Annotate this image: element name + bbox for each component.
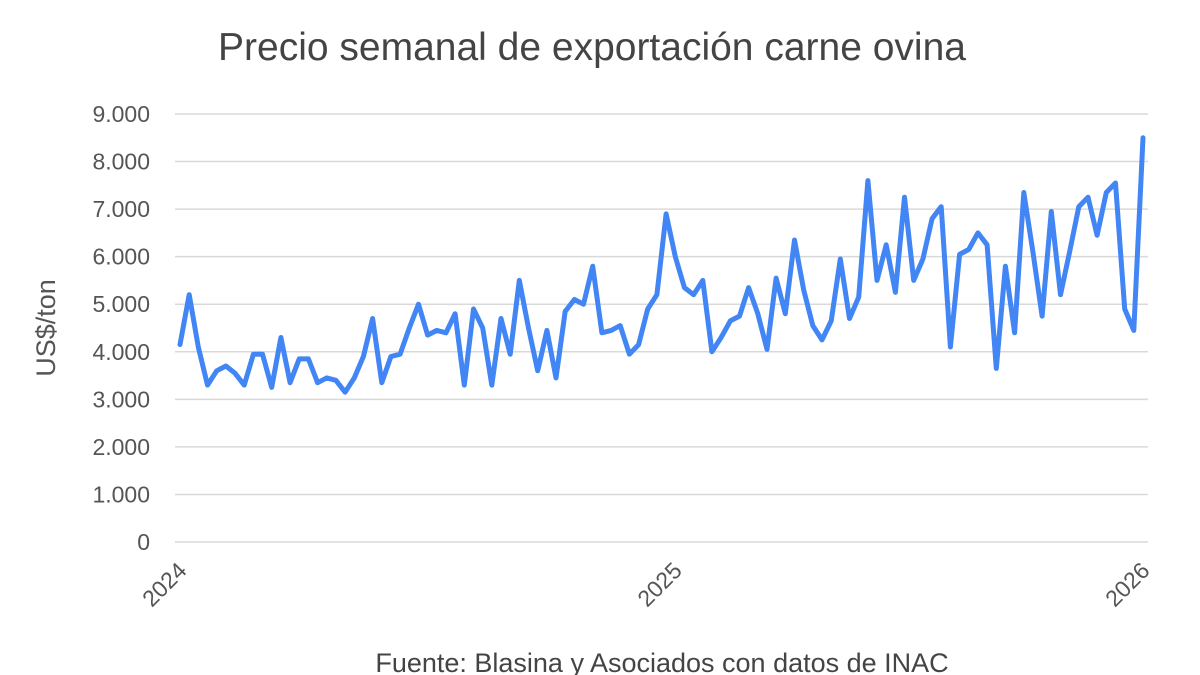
y-tick-label: 8.000: [92, 149, 150, 175]
y-tick-label: 6.000: [92, 244, 150, 270]
y-tick-label: 5.000: [92, 291, 150, 317]
y-tick-label: 0: [137, 529, 150, 555]
y-tick-label: 9.000: [92, 101, 150, 127]
data-line: [177, 135, 1146, 395]
x-tick-label: 2026: [1100, 557, 1155, 612]
y-tick-label: 3.000: [92, 386, 150, 412]
chart-title: Precio semanal de exportación carne ovin…: [218, 26, 966, 69]
y-tick-label: 1.000: [92, 481, 150, 507]
y-axis-label: US$/ton: [31, 279, 61, 377]
y-tick-label: 7.000: [92, 196, 150, 222]
source-note: Fuente: Blasina y Asociados con datos de…: [375, 648, 948, 675]
y-tick-label: 2.000: [92, 434, 150, 460]
y-tick-label: 4.000: [92, 339, 150, 365]
x-tick-label: 2024: [137, 557, 192, 612]
x-tick-label: 2025: [632, 557, 687, 612]
